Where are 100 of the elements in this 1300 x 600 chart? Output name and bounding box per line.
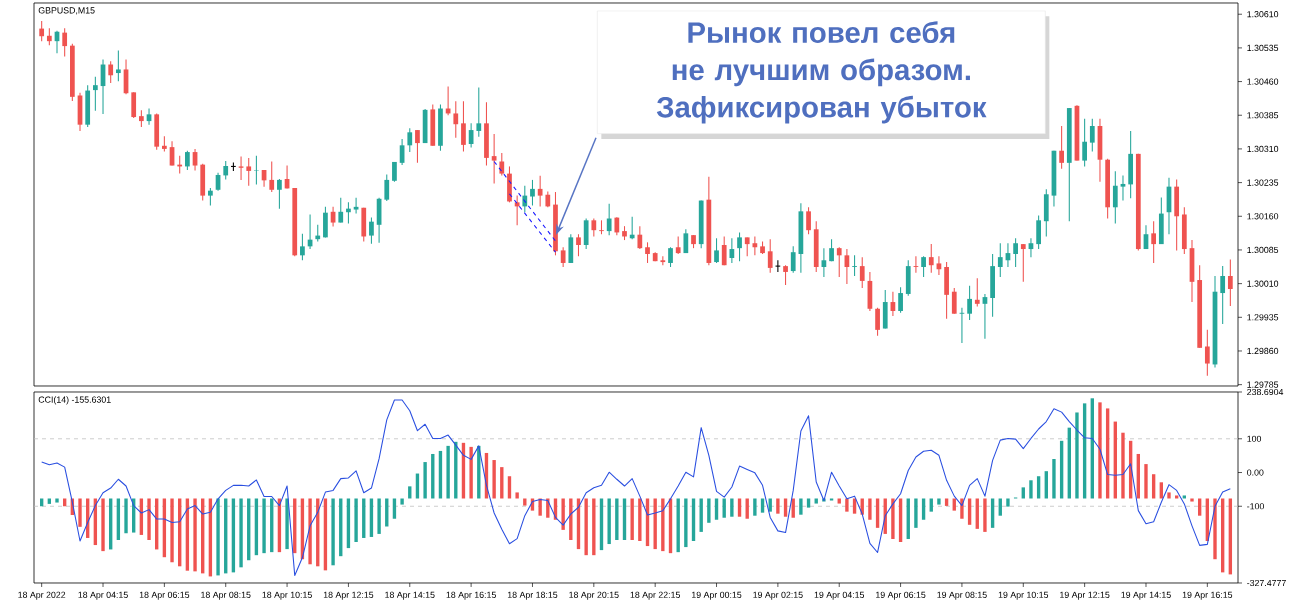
candlestick (928, 243, 934, 274)
candlestick (238, 156, 244, 181)
candlestick (729, 237, 735, 264)
candlestick (859, 256, 865, 289)
candlestick (967, 285, 972, 321)
bar (653, 498, 657, 550)
candlestick (774, 259, 781, 273)
candlestick (92, 76, 98, 112)
bar (39, 498, 44, 507)
bar (845, 498, 849, 512)
candlestick (921, 255, 926, 278)
bar (1182, 495, 1187, 499)
candlestick (369, 217, 374, 245)
candlestick (108, 60, 114, 84)
bar (446, 445, 450, 499)
bar (599, 498, 604, 551)
bar (124, 498, 128, 534)
bar (952, 498, 956, 511)
candlestick (1227, 258, 1233, 307)
y-tick-label: 1.29935 (1247, 314, 1279, 321)
candlestick (606, 203, 612, 236)
x-tick-label: 18 Apr 08:15 (201, 591, 251, 600)
bar (1029, 480, 1033, 499)
candlestick (721, 235, 727, 266)
bar (262, 498, 266, 554)
bar (806, 498, 811, 508)
bar (1144, 464, 1148, 499)
bar (607, 498, 611, 545)
candlestick (714, 237, 719, 264)
bar (684, 498, 688, 548)
candlestick (62, 27, 68, 57)
bar (699, 498, 703, 532)
candlestick (461, 100, 466, 153)
y-tick-label: 0.00 (1247, 469, 1264, 476)
bar (369, 498, 374, 537)
candlestick (185, 150, 190, 171)
x-tick-label: 18 Apr 12:15 (323, 591, 374, 600)
x-tick-label: 18 Apr 18:15 (507, 591, 558, 600)
bar (990, 498, 995, 528)
bar (615, 498, 619, 540)
bar (707, 498, 711, 523)
x-tick-label: 18 Apr 20:15 (569, 591, 619, 600)
x-tick-label: 18 Apr 14:15 (385, 591, 435, 600)
candlestick (790, 245, 796, 274)
chart-title: GBPUSD,M15 (38, 7, 95, 15)
bar (783, 498, 788, 517)
bar (400, 498, 404, 505)
candlestick (836, 246, 842, 278)
bar (638, 498, 642, 541)
bar (975, 498, 979, 529)
bar (116, 498, 121, 540)
y-tick-label: 1.30310 (1247, 145, 1279, 153)
candlestick (453, 100, 459, 139)
bar (584, 498, 588, 556)
candlestick (1013, 237, 1018, 268)
x-tick-label: 19 Apr 08:15 (937, 591, 987, 600)
candlestick (499, 152, 505, 176)
bar (569, 498, 573, 540)
bar (78, 498, 82, 527)
candlestick (913, 255, 919, 274)
y-tick-label: 1.30385 (1247, 112, 1279, 119)
bar (423, 462, 427, 499)
bar (1098, 402, 1102, 499)
bar (944, 498, 949, 506)
bar (967, 498, 972, 525)
candlestick (806, 206, 811, 235)
bar (730, 498, 734, 517)
bar (837, 498, 841, 504)
y-tick-label: 1.29785 (1247, 381, 1279, 388)
x-tick-label: 18 Apr 2022 (18, 591, 66, 600)
bar (676, 498, 680, 553)
bar (937, 498, 941, 505)
candlestick (974, 277, 980, 308)
candlestick (852, 254, 857, 277)
bar (760, 498, 765, 513)
x-tick-label: 19 Apr 10:15 (998, 591, 1049, 600)
x-tick-label: 19 Apr 04:15 (814, 591, 865, 600)
candlestick (407, 127, 413, 153)
bar (55, 498, 59, 503)
bar (492, 460, 496, 499)
x-tick-label: 19 Apr 16:15 (1182, 591, 1233, 600)
candlestick (875, 307, 880, 337)
bar (377, 498, 381, 534)
bar (776, 498, 780, 514)
bar (538, 498, 542, 516)
candlestick (1151, 220, 1157, 264)
bar (722, 498, 726, 518)
candlestick (522, 185, 528, 213)
candlestick (783, 264, 788, 286)
bar (868, 498, 872, 520)
bar (622, 498, 627, 540)
x-tick-label: 18 Apr 10:15 (262, 591, 312, 600)
bar (929, 498, 933, 512)
bar (714, 498, 719, 520)
candlestick (576, 233, 581, 257)
candlestick (1112, 170, 1118, 224)
bar (852, 498, 857, 514)
bar (829, 498, 834, 501)
bar (362, 498, 366, 538)
bar (814, 498, 818, 504)
